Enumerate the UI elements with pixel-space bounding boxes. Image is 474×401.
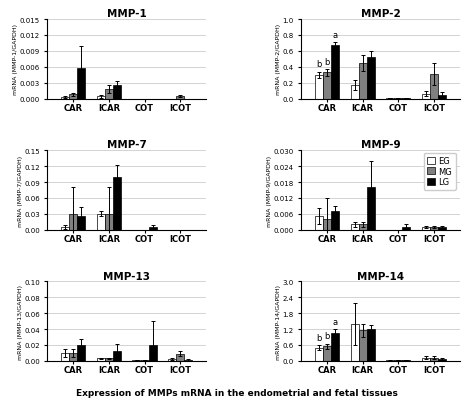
Bar xyxy=(323,73,331,99)
Bar xyxy=(61,353,69,361)
Bar xyxy=(438,227,446,230)
Y-axis label: mRNA (MMP-14/GAPDH): mRNA (MMP-14/GAPDH) xyxy=(276,284,281,358)
Bar xyxy=(176,97,184,99)
Legend: EG, MG, LG: EG, MG, LG xyxy=(424,154,456,190)
Bar xyxy=(176,354,184,361)
Bar xyxy=(113,351,121,361)
Bar xyxy=(97,358,105,361)
Text: Expression of MMPs mRNA in the endometrial and fetal tissues: Expression of MMPs mRNA in the endometri… xyxy=(76,388,398,397)
Bar xyxy=(367,188,374,230)
Bar xyxy=(422,95,430,99)
Bar xyxy=(105,90,113,99)
Bar xyxy=(331,333,339,361)
Bar xyxy=(422,227,430,230)
Bar xyxy=(351,324,359,361)
Bar xyxy=(438,95,446,99)
Title: MMP-13: MMP-13 xyxy=(103,271,150,281)
Bar xyxy=(105,358,113,361)
Y-axis label: mRNA (MMP-2/GAPDH): mRNA (MMP-2/GAPDH) xyxy=(276,24,281,95)
Bar xyxy=(351,225,359,230)
Text: b: b xyxy=(324,332,330,340)
Bar xyxy=(323,346,331,361)
Y-axis label: mRNA (MMP-9/GAPDH): mRNA (MMP-9/GAPDH) xyxy=(267,155,272,226)
Bar xyxy=(359,225,367,230)
Title: MMP-2: MMP-2 xyxy=(361,9,401,19)
Bar xyxy=(430,227,438,230)
Bar xyxy=(133,360,140,361)
Bar xyxy=(113,177,121,230)
Bar xyxy=(315,348,323,361)
Bar xyxy=(77,217,85,230)
Bar xyxy=(323,219,331,230)
Bar xyxy=(97,214,105,230)
Bar xyxy=(140,360,148,361)
Text: b: b xyxy=(316,60,322,69)
Bar xyxy=(69,214,77,230)
Bar xyxy=(148,345,156,361)
Bar xyxy=(402,227,410,230)
Title: MMP-7: MMP-7 xyxy=(107,140,146,150)
Bar xyxy=(61,98,69,99)
Title: MMP-1: MMP-1 xyxy=(107,9,146,19)
Text: a: a xyxy=(332,317,337,326)
Bar xyxy=(61,227,69,230)
Bar xyxy=(386,360,394,361)
Bar xyxy=(394,360,402,361)
Bar xyxy=(168,359,176,361)
Bar xyxy=(331,46,339,99)
Text: b: b xyxy=(316,333,322,342)
Bar xyxy=(148,227,156,230)
Text: b: b xyxy=(324,58,330,67)
Bar xyxy=(105,214,113,230)
Bar xyxy=(331,212,339,230)
Y-axis label: mRNA (MMP-1/GAPDH): mRNA (MMP-1/GAPDH) xyxy=(13,24,18,95)
Bar xyxy=(367,329,374,361)
Bar xyxy=(97,97,105,99)
Bar xyxy=(77,345,85,361)
Bar xyxy=(359,64,367,99)
Y-axis label: mRNA (MMP-7/GAPDH): mRNA (MMP-7/GAPDH) xyxy=(18,155,23,226)
Bar xyxy=(367,58,374,99)
Y-axis label: mRNA (MMP-13/GAPDH): mRNA (MMP-13/GAPDH) xyxy=(18,284,23,358)
Bar xyxy=(359,330,367,361)
Bar xyxy=(69,95,77,99)
Bar xyxy=(69,353,77,361)
Bar xyxy=(184,360,192,361)
Bar xyxy=(430,358,438,361)
Bar xyxy=(430,75,438,99)
Bar xyxy=(315,217,323,230)
Bar xyxy=(402,360,410,361)
Bar xyxy=(77,69,85,99)
Bar xyxy=(113,86,121,99)
Bar xyxy=(422,358,430,361)
Title: MMP-14: MMP-14 xyxy=(357,271,404,281)
Title: MMP-9: MMP-9 xyxy=(361,140,400,150)
Bar xyxy=(438,359,446,361)
Text: a: a xyxy=(332,31,337,40)
Bar xyxy=(315,75,323,99)
Bar xyxy=(351,86,359,99)
